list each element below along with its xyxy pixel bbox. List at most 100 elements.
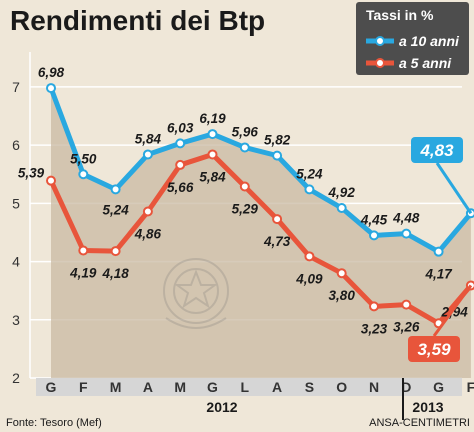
emblem-watermark-icon <box>163 258 229 329</box>
x-tick-label: F <box>467 379 474 395</box>
data-label: 4,48 <box>392 211 420 226</box>
data-label: 4,92 <box>328 185 356 200</box>
data-point <box>110 184 121 195</box>
data-label: 5,66 <box>167 180 194 195</box>
data-point <box>142 149 153 160</box>
y-tick-label: 6 <box>12 137 20 153</box>
legend-box <box>356 2 469 75</box>
data-point <box>369 230 379 241</box>
data-label: 4,86 <box>134 227 162 242</box>
data-point <box>78 245 89 256</box>
data-label: 6,98 <box>38 65 65 80</box>
area-fill <box>51 88 471 378</box>
y-tick-label: 5 <box>12 195 20 211</box>
x-tick-label: N <box>369 379 379 395</box>
data-point <box>433 246 444 257</box>
data-label: 4,73 <box>263 234 291 249</box>
year-label-2013: 2013 <box>412 399 443 415</box>
y-tick-label: 4 <box>12 254 20 270</box>
callout-box <box>411 137 463 163</box>
series-line <box>48 151 473 326</box>
data-label: 4,19 <box>69 266 97 281</box>
data-point <box>304 184 315 195</box>
legend: Tassi in % a 10 anni a 5 anni <box>356 2 469 75</box>
data-label: 4,09 <box>295 271 323 286</box>
callout-pointer <box>435 162 473 215</box>
year-label-2012: 2012 <box>206 399 237 415</box>
y-tick-label: 3 <box>12 312 20 328</box>
series-line <box>48 87 473 255</box>
data-point <box>175 138 186 149</box>
data-label: 3,80 <box>329 288 356 303</box>
legend-title: Tassi in % <box>366 7 434 23</box>
data-label: 4,18 <box>101 266 129 281</box>
x-tick-label: O <box>336 379 347 395</box>
legend-marker-5-anni <box>375 58 385 68</box>
data-label: 3,23 <box>361 321 388 336</box>
data-point <box>401 228 412 239</box>
data-point <box>175 159 186 170</box>
data-point <box>110 246 121 257</box>
x-tick-label: S <box>305 379 314 395</box>
data-point <box>46 175 56 186</box>
x-axis-band <box>36 378 462 396</box>
x-tick-label: M <box>110 379 122 395</box>
data-label: 5,29 <box>232 201 259 216</box>
callout-label: 4,83 <box>419 141 454 160</box>
x-tick-label: M <box>174 379 186 395</box>
callout-label: 3,59 <box>417 340 451 359</box>
callout-box <box>408 336 460 362</box>
data-label: 5,82 <box>264 133 291 148</box>
data-point <box>239 142 250 153</box>
series-line-10-anni <box>46 83 474 257</box>
data-label: 5,50 <box>70 151 97 166</box>
source-note: Fonte: Tesoro (Mef) <box>6 417 102 429</box>
legend-label-10-anni: a 10 anni <box>399 33 460 49</box>
data-label: 5,24 <box>102 202 129 217</box>
data-label: 5,84 <box>135 131 162 146</box>
data-point <box>369 301 379 312</box>
legend-label-5-anni: a 5 anni <box>399 55 452 71</box>
x-tick-label: G <box>207 379 218 395</box>
y-axis-ticks: 2 3 4 5 6 7 <box>12 79 20 386</box>
data-label: 5,84 <box>199 169 226 184</box>
data-point <box>336 268 347 279</box>
data-point <box>142 206 153 217</box>
data-point <box>78 169 89 180</box>
x-tick-label: G <box>46 379 57 395</box>
data-point <box>304 251 315 262</box>
x-tick-label: D <box>401 379 411 395</box>
x-tick-label: G <box>433 379 444 395</box>
data-label: 5,24 <box>296 166 323 181</box>
data-labels-10-anni: 6,98 5,50 5,24 5,84 6,03 6,19 5,96 5,82 5,24 4,92… <box>38 65 473 282</box>
data-label: 6,19 <box>199 111 226 126</box>
x-tick-label: A <box>272 379 282 395</box>
data-point <box>46 83 56 94</box>
data-label: 3,26 <box>393 320 420 335</box>
data-point <box>272 214 283 225</box>
data-point <box>207 129 218 140</box>
data-point <box>401 299 412 310</box>
data-label: 5,39 <box>18 166 45 181</box>
data-label: 4,17 <box>424 267 453 282</box>
data-label: 6,03 <box>167 120 194 135</box>
chart-title: Rendimenti dei Btp <box>10 5 265 36</box>
data-point <box>272 150 283 161</box>
data-label: 5,96 <box>232 124 259 139</box>
legend-marker-10-anni <box>375 36 385 46</box>
x-tick-label: L <box>241 379 250 395</box>
series-line-5-anni <box>46 149 474 329</box>
data-point <box>207 149 218 160</box>
callout-pointer <box>432 284 473 337</box>
y-tick-label: 2 <box>12 370 20 386</box>
data-labels-5-anni: 5,39 4,19 4,18 4,86 5,66 5,84 5,29 4,73 4,09 3,80… <box>18 166 473 362</box>
y-tick-label: 7 <box>12 79 20 95</box>
data-point <box>336 203 347 214</box>
data-label: 4,45 <box>360 212 388 227</box>
x-tick-label: F <box>79 379 88 395</box>
x-tick-label: A <box>143 379 153 395</box>
credit-note: ANSA-CENTIMETRI <box>369 417 470 429</box>
